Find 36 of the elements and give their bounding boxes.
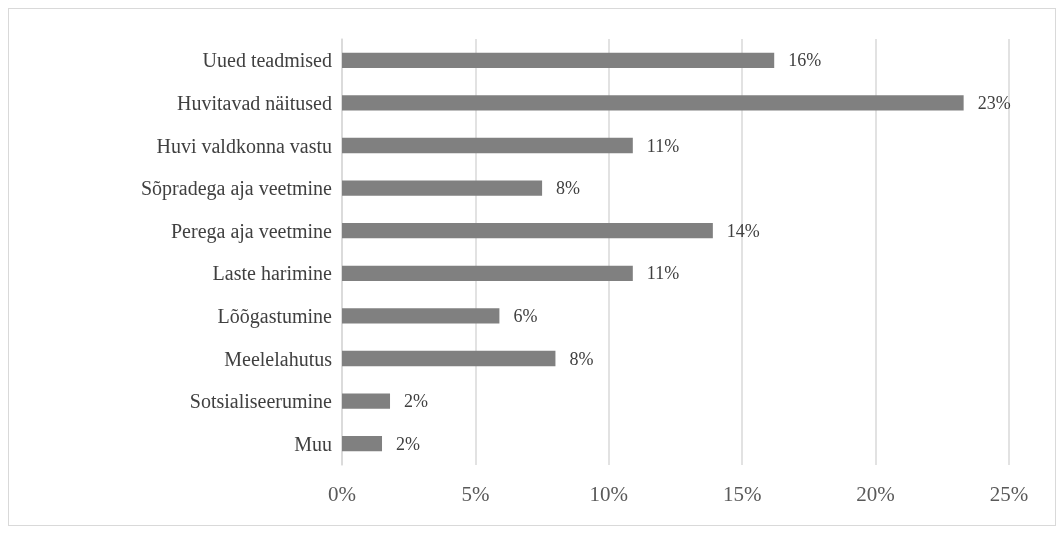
bar	[342, 350, 556, 367]
data-label: 16%	[788, 50, 822, 71]
data-label: 14%	[726, 220, 760, 241]
x-tick-label: 20%	[856, 481, 895, 506]
y-tick-label: Uued teadmised	[202, 49, 332, 72]
bar	[342, 265, 633, 281]
bar	[342, 52, 775, 68]
y-tick-label: Muu	[294, 432, 332, 455]
x-tick-label: 0%	[328, 481, 356, 506]
bar	[342, 223, 713, 239]
data-label: 2%	[396, 433, 421, 454]
data-label: 8%	[556, 178, 581, 199]
y-tick-label: Huvi valdkonna vastu	[156, 134, 332, 157]
data-label: 11%	[646, 135, 680, 156]
y-tick-label: Meelelahutus	[224, 347, 333, 370]
bar	[342, 436, 383, 452]
bar	[342, 95, 964, 111]
y-tick-label: Sotsialiseerumine	[189, 390, 333, 413]
data-label: 8%	[569, 348, 594, 369]
bar	[342, 393, 391, 409]
bar	[342, 137, 633, 154]
x-tick-label: 10%	[589, 481, 629, 506]
x-tick-label: 25%	[989, 481, 1029, 506]
data-label: 2%	[404, 391, 429, 412]
x-tick-label: 15%	[722, 481, 762, 506]
y-tick-label: Sõpradega aja veetmine	[140, 177, 333, 201]
data-label: 23%	[977, 92, 1011, 113]
y-tick-label: Huvitavad näitused	[177, 91, 332, 114]
data-label: 11%	[646, 263, 680, 284]
data-label: 6%	[513, 305, 538, 326]
x-tick-label: 5%	[461, 481, 490, 506]
y-tick-label: Lõõgastumine	[217, 304, 333, 328]
bar	[342, 180, 543, 196]
bar	[342, 308, 500, 324]
y-tick-label: Perega aja veetmine	[170, 219, 333, 243]
y-tick-label: Laste harimine	[212, 262, 333, 285]
